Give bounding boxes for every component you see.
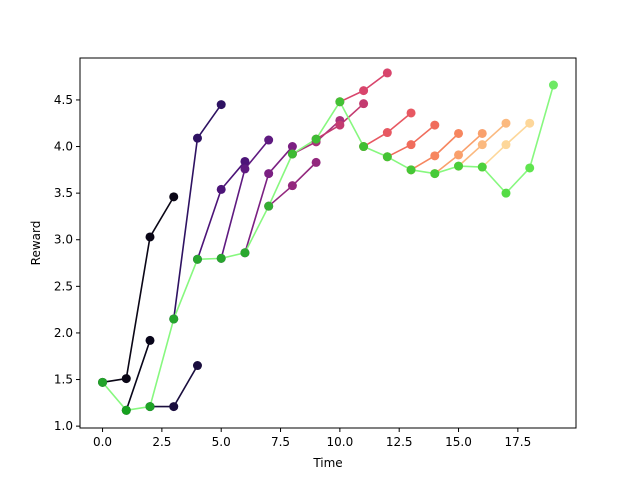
series-3-point bbox=[192, 133, 202, 143]
y-tick-label: 4.0 bbox=[54, 140, 73, 154]
series-17-point bbox=[359, 142, 369, 152]
series-16-point bbox=[525, 118, 535, 128]
series-17-point bbox=[240, 248, 250, 258]
series-2-point bbox=[169, 402, 179, 412]
series-line-0 bbox=[102, 196, 175, 384]
series-10-point bbox=[382, 68, 392, 78]
series-17-point bbox=[192, 254, 202, 264]
series-17-point bbox=[430, 169, 440, 179]
x-axis-label: Time bbox=[312, 456, 342, 470]
x-tick-label: 5.0 bbox=[212, 435, 231, 449]
series-17-point bbox=[335, 97, 345, 107]
y-tick-label: 1.5 bbox=[54, 373, 73, 387]
y-tick-label: 3.5 bbox=[54, 186, 73, 200]
y-tick-label: 1.0 bbox=[54, 419, 73, 433]
series-10-point bbox=[359, 86, 369, 96]
series-7-point bbox=[287, 181, 297, 191]
series-markers bbox=[98, 68, 558, 415]
series-17-point bbox=[311, 134, 321, 144]
series-6-point bbox=[287, 142, 297, 152]
x-tick-label: 15.0 bbox=[445, 435, 472, 449]
series-17-point bbox=[169, 314, 179, 324]
y-tick-label: 2.0 bbox=[54, 326, 73, 340]
series-17-point bbox=[548, 80, 558, 90]
x-tick-label: 17.5 bbox=[504, 435, 531, 449]
series-4-point bbox=[240, 156, 250, 166]
series-17-point bbox=[287, 149, 297, 159]
series-9-point bbox=[359, 99, 369, 109]
series-17-point bbox=[525, 163, 535, 173]
series-13-point bbox=[430, 151, 440, 161]
series-13-point bbox=[454, 128, 464, 138]
series-17-point bbox=[477, 162, 487, 172]
series-1-point bbox=[145, 335, 155, 345]
series-12-point bbox=[430, 120, 440, 130]
series-14-point bbox=[477, 128, 487, 138]
series-line-1 bbox=[125, 340, 151, 411]
series-11-point bbox=[382, 128, 392, 138]
series-16-point bbox=[501, 140, 511, 150]
series-17-point bbox=[406, 165, 416, 175]
y-tick-label: 3.0 bbox=[54, 233, 73, 247]
series-15-point bbox=[501, 118, 511, 128]
x-tick-label: 10.0 bbox=[327, 435, 354, 449]
plot-background bbox=[80, 58, 576, 428]
series-17-point bbox=[501, 188, 511, 198]
series-14-point bbox=[454, 150, 464, 160]
x-axis-ticks: 0.0 2.5 5.0 7.5 10.0 12.5 15.0 17.5 bbox=[93, 428, 531, 449]
x-tick-label: 0.0 bbox=[93, 435, 112, 449]
series-17-point bbox=[264, 201, 274, 211]
series-6-point bbox=[264, 169, 274, 179]
series-17-point bbox=[216, 253, 226, 263]
y-axis-label: Reward bbox=[29, 221, 43, 266]
series-17-point bbox=[121, 405, 131, 415]
plot-frame bbox=[79, 57, 577, 429]
series-0-point bbox=[169, 192, 179, 202]
x-tick-label: 7.5 bbox=[271, 435, 290, 449]
series-5-point bbox=[240, 164, 250, 174]
series-17-point bbox=[98, 377, 108, 387]
series-9-point bbox=[335, 120, 345, 130]
series-2-point bbox=[192, 361, 202, 371]
x-tick-label: 2.5 bbox=[152, 435, 171, 449]
series-11-point bbox=[406, 108, 416, 118]
y-axis-ticks: 1.0 1.5 2.0 2.5 3.0 3.5 4.0 4.5 bbox=[54, 93, 80, 433]
y-tick-label: 2.5 bbox=[54, 279, 73, 293]
series-15-point bbox=[477, 140, 487, 150]
x-tick-label: 12.5 bbox=[386, 435, 413, 449]
series-0-point bbox=[121, 374, 131, 384]
series-0-point bbox=[145, 232, 155, 242]
series-17-point bbox=[382, 152, 392, 162]
series-4-point bbox=[216, 184, 226, 194]
series-7-point bbox=[311, 157, 321, 167]
series-12-point bbox=[406, 140, 416, 150]
y-tick-label: 4.5 bbox=[54, 93, 73, 107]
series-17-point bbox=[454, 161, 464, 171]
series-3-point bbox=[216, 100, 226, 110]
series-5-point bbox=[264, 135, 274, 145]
series-17-point bbox=[145, 402, 155, 412]
